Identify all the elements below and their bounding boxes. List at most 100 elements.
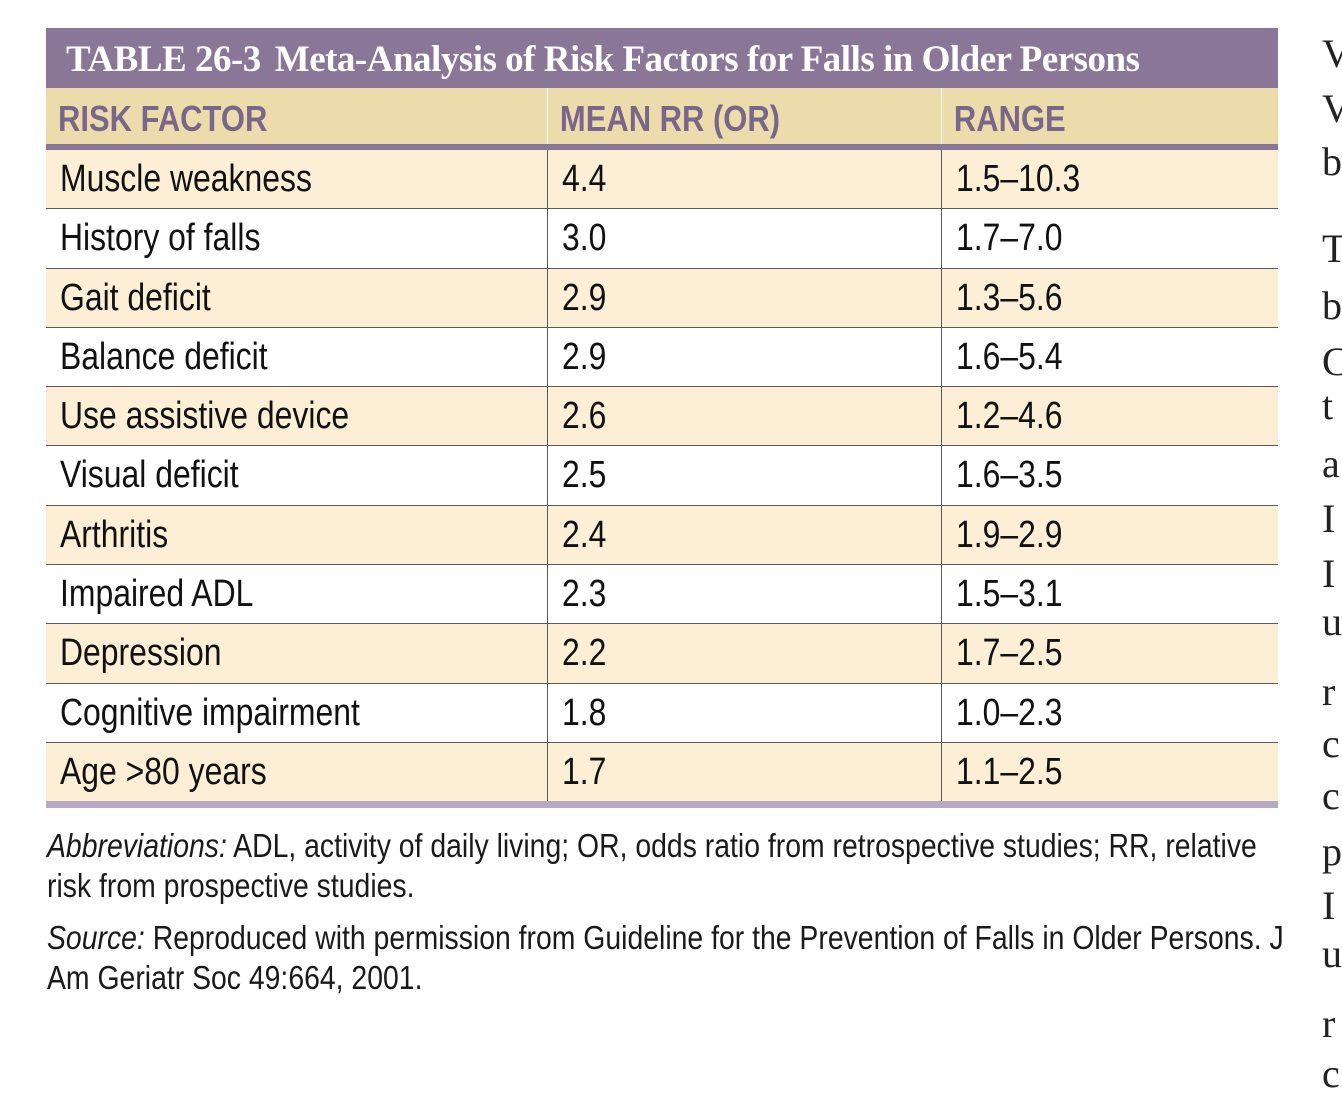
header-mean-rr: MEAN RR (OR) <box>547 88 886 144</box>
risk-factor-cell: Depression <box>46 624 547 682</box>
risk-factor-cell-text: Impaired ADL <box>60 573 254 616</box>
mean-rr-cell-text: 2.6 <box>562 395 607 438</box>
range-cell-text: 1.9–2.9 <box>956 513 1063 556</box>
mean-rr-cell-text: 1.8 <box>562 691 607 734</box>
cropped-letter: p <box>1322 829 1342 874</box>
mean-rr-cell: 2.3 <box>547 565 941 624</box>
mean-rr-cell-text: 2.4 <box>562 513 607 556</box>
cropped-letter: c <box>1322 773 1340 818</box>
risk-factor-cell: Arthritis <box>46 506 547 564</box>
range-cell-text: 1.5–3.1 <box>956 573 1063 616</box>
range-cell: 1.7–7.0 <box>941 209 1278 268</box>
source-note: Source: Reproduced with permission from … <box>47 918 1285 998</box>
mean-rr-cell: 2.9 <box>547 268 941 327</box>
risk-factors-table: TABLE 26-3 Meta-Analysis of Risk Factors … <box>46 28 1278 808</box>
table-row: Depression 2.2 1.7–2.5 <box>46 624 1278 684</box>
range-cell: 1.7–2.5 <box>941 624 1278 683</box>
table-row: History of falls 3.0 1.7–7.0 <box>46 209 1278 269</box>
cropped-letter: I <box>1322 496 1336 541</box>
risk-factor-cell-text: History of falls <box>60 217 261 260</box>
cropped-letter: V <box>1322 31 1342 76</box>
mean-rr-cell: 4.4 <box>547 150 941 209</box>
risk-factor-cell: Use assistive device <box>46 387 547 445</box>
risk-factor-cell: Gait deficit <box>46 269 547 327</box>
cropped-letter: V <box>1322 86 1342 131</box>
mean-rr-cell: 2.2 <box>547 624 941 683</box>
table-row: Cognitive impairment 1.8 1.0–2.3 <box>46 683 1278 743</box>
cropped-letter: c <box>1322 1051 1340 1096</box>
range-cell: 1.0–2.3 <box>941 683 1278 742</box>
range-cell-text: 1.7–2.5 <box>956 632 1063 675</box>
range-cell: 1.5–10.3 <box>941 150 1278 209</box>
range-cell-text: 1.1–2.5 <box>956 750 1063 793</box>
risk-factor-cell: Balance deficit <box>46 328 547 386</box>
range-cell: 1.3–5.6 <box>941 268 1278 327</box>
cropped-letter: t <box>1322 383 1334 428</box>
header-risk-factor-label: RISK FACTOR <box>58 98 268 139</box>
table-row: Age >80 years 1.7 1.1–2.5 <box>46 742 1278 808</box>
table-number: TABLE 26-3 <box>66 39 261 80</box>
cropped-letter: T <box>1322 226 1342 271</box>
table-row: Gait deficit 2.9 1.3–5.6 <box>46 268 1278 328</box>
mean-rr-cell-text: 2.2 <box>562 632 607 675</box>
table-body: Muscle weakness 4.4 1.5–10.3 History of fal… <box>46 150 1278 808</box>
table-notes: Abbreviations: ADL, activity of daily li… <box>47 826 1287 1010</box>
risk-factor-cell-text: Age >80 years <box>60 750 267 793</box>
cropped-letter: I <box>1322 551 1336 596</box>
table-title: Meta-Analysis of Risk Factors for Falls … <box>274 39 1140 80</box>
mean-rr-cell: 2.4 <box>547 505 941 565</box>
range-cell: 1.2–4.6 <box>941 387 1278 446</box>
cropped-letter: u <box>1322 931 1342 976</box>
table-row: Impaired ADL 2.3 1.5–3.1 <box>46 565 1278 625</box>
risk-factor-cell-text: Gait deficit <box>60 276 211 319</box>
range-cell: 1.1–2.5 <box>941 742 1278 801</box>
table-row: Use assistive device 2.6 1.2–4.6 <box>46 387 1278 447</box>
risk-factor-cell: Muscle weakness <box>46 150 547 208</box>
range-cell-text: 1.6–3.5 <box>956 454 1063 497</box>
range-cell-text: 1.7–7.0 <box>956 217 1063 260</box>
range-cell: 1.9–2.9 <box>941 505 1278 565</box>
risk-factor-cell-text: Balance deficit <box>60 335 268 378</box>
range-cell: 1.5–3.1 <box>941 565 1278 624</box>
risk-factor-cell-text: Depression <box>60 632 222 675</box>
abbreviations-text: ADL, activity of daily living; OR, odds … <box>47 827 1257 904</box>
risk-factor-cell-text: Muscle weakness <box>60 158 312 200</box>
source-text: Reproduced with permission from Guidelin… <box>47 919 1284 996</box>
cropped-letter: u <box>1322 599 1342 644</box>
risk-factor-cell: Impaired ADL <box>46 565 547 623</box>
range-cell-text: 1.0–2.3 <box>956 691 1063 734</box>
cropped-letter: a <box>1322 441 1340 486</box>
table-row: Visual deficit 2.5 1.6–3.5 <box>46 446 1278 506</box>
header-range-label: RANGE <box>953 98 1066 139</box>
cropped-letter: r <box>1322 1001 1336 1046</box>
mean-rr-cell: 1.8 <box>547 683 941 742</box>
table-title-bar: TABLE 26-3 Meta-Analysis of Risk Factors … <box>46 28 1278 88</box>
mean-rr-cell-text: 1.7 <box>562 750 607 793</box>
risk-factor-cell: History of falls <box>46 209 547 267</box>
mean-rr-cell-text: 2.9 <box>562 335 607 378</box>
cropped-letter: I <box>1322 883 1336 928</box>
mean-rr-cell-text: 4.4 <box>562 158 607 200</box>
range-cell-text: 1.2–4.6 <box>956 395 1063 438</box>
mean-rr-cell-text: 3.0 <box>562 217 607 260</box>
risk-factor-cell-text: Arthritis <box>60 513 169 556</box>
cropped-letter: r <box>1322 669 1336 714</box>
risk-factor-cell-text: Visual deficit <box>60 454 239 497</box>
range-cell: 1.6–5.4 <box>941 327 1278 387</box>
mean-rr-cell: 3.0 <box>547 209 941 268</box>
mean-rr-cell-text: 2.9 <box>562 276 607 319</box>
table-row: Balance deficit 2.9 1.6–5.4 <box>46 327 1278 388</box>
risk-factor-cell-text: Use assistive device <box>60 395 350 438</box>
mean-rr-cell-text: 2.5 <box>562 454 607 497</box>
source-label: Source: <box>47 919 145 956</box>
table-row: Arthritis 2.4 1.9–2.9 <box>46 505 1278 566</box>
cropped-letter: b <box>1322 139 1342 184</box>
mean-rr-cell: 2.9 <box>547 327 941 387</box>
cropped-letter: C <box>1322 339 1342 384</box>
range-cell-text: 1.6–5.4 <box>956 335 1063 378</box>
table-row: Muscle weakness 4.4 1.5–10.3 <box>46 150 1278 210</box>
range-cell: 1.6–3.5 <box>941 446 1278 505</box>
mean-rr-cell-text: 2.3 <box>562 573 607 616</box>
table-header-row: RISK FACTOR MEAN RR (OR) RANGE <box>46 88 1278 150</box>
header-mean-rr-label: MEAN RR (OR) <box>559 98 781 139</box>
